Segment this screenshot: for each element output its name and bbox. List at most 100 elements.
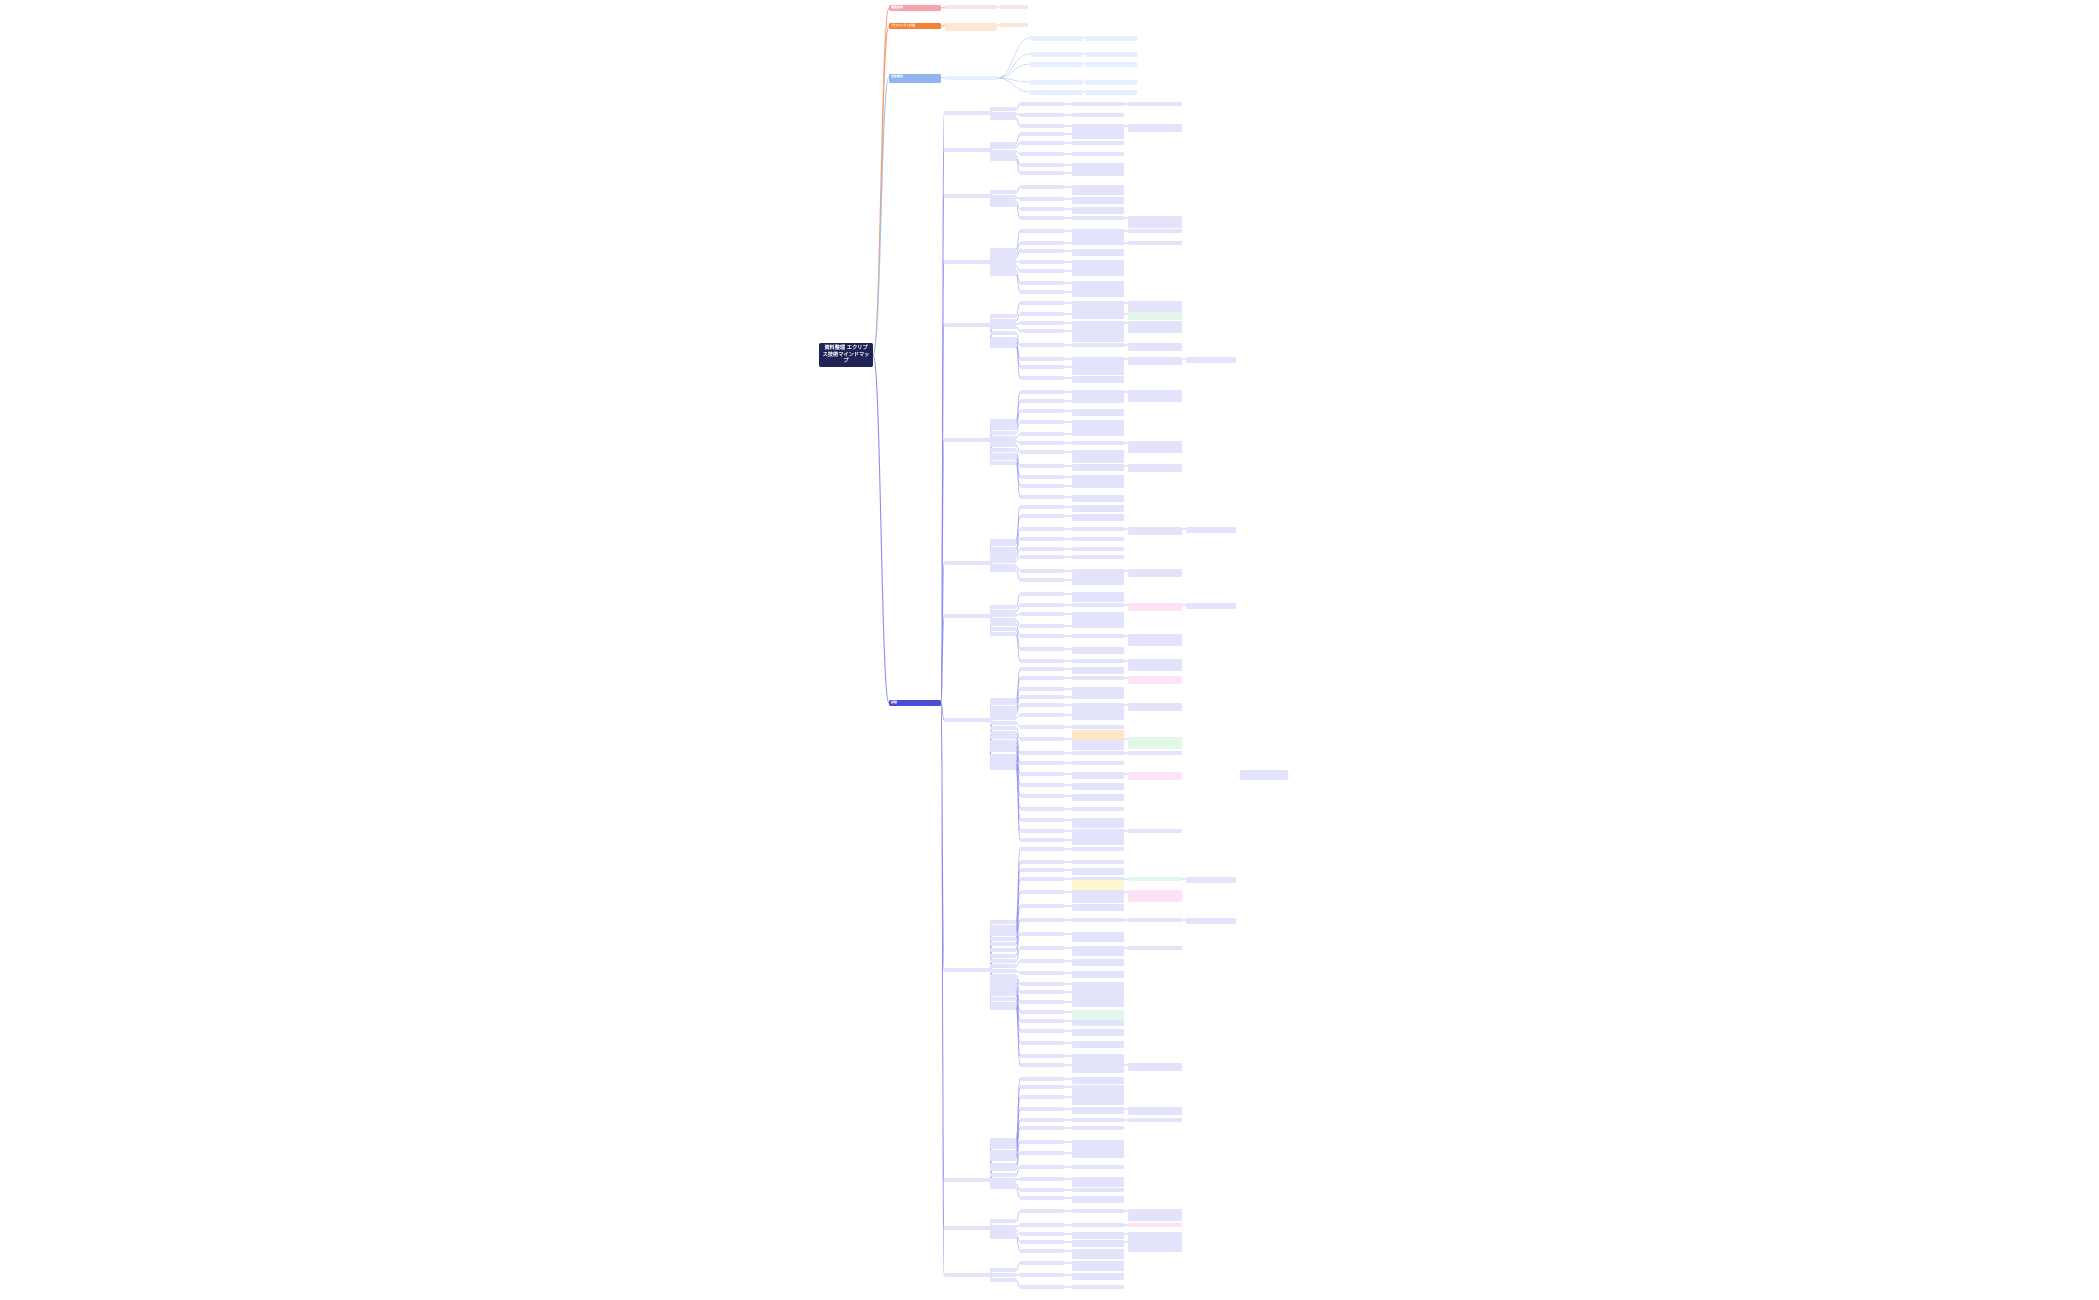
branch-node[interactable] xyxy=(990,448,1016,453)
branch-node[interactable] xyxy=(990,613,1016,618)
branch-node[interactable] xyxy=(1072,537,1124,541)
branch-node[interactable] xyxy=(1072,868,1124,875)
branch-node[interactable] xyxy=(1085,80,1137,85)
branch-node[interactable] xyxy=(1128,1118,1182,1122)
branch-node[interactable] xyxy=(990,456,1016,461)
branch-node[interactable] xyxy=(1072,932,1124,942)
branch-node[interactable] xyxy=(1020,1000,1064,1004)
branch-node[interactable] xyxy=(1072,647,1124,654)
branch-node[interactable] xyxy=(1072,737,1124,750)
branch-node[interactable] xyxy=(1020,1140,1064,1144)
branch-node[interactable] xyxy=(1072,260,1124,270)
branch-node[interactable] xyxy=(1020,918,1064,922)
branch-node[interactable] xyxy=(944,438,992,442)
branch-node[interactable] xyxy=(990,190,1016,195)
branch-node[interactable] xyxy=(1072,959,1124,966)
branch-node[interactable] xyxy=(1072,113,1124,117)
branch-node[interactable] xyxy=(1020,783,1064,787)
branch-node[interactable] xyxy=(1128,659,1182,671)
branch-node[interactable] xyxy=(1072,751,1124,755)
branch-node[interactable] xyxy=(990,1162,1016,1167)
branch-node[interactable] xyxy=(1072,132,1124,139)
branch-node[interactable] xyxy=(990,731,1016,736)
branch-node[interactable] xyxy=(1072,1000,1124,1007)
branch-node[interactable] xyxy=(1020,1126,1064,1130)
branch-node[interactable] xyxy=(1072,687,1124,697)
branch-node[interactable] xyxy=(1072,1177,1124,1187)
branch-node[interactable] xyxy=(1072,794,1124,801)
branch-node[interactable] xyxy=(1072,464,1124,471)
branch-node[interactable] xyxy=(1186,603,1236,609)
branch-node[interactable] xyxy=(1072,1232,1124,1239)
branch-node[interactable] xyxy=(1128,1209,1182,1221)
branch-node[interactable] xyxy=(1128,312,1182,320)
branch-node[interactable] xyxy=(1020,1249,1064,1253)
branch-node[interactable] xyxy=(1128,527,1182,535)
branch-node[interactable] xyxy=(990,452,1016,457)
category-0[interactable]: 概要説明 xyxy=(889,5,941,11)
branch-node[interactable] xyxy=(990,1273,1016,1277)
branch-node[interactable] xyxy=(990,107,1016,112)
branch-node[interactable] xyxy=(990,336,1016,341)
branch-node[interactable] xyxy=(1020,1010,1064,1014)
branch-node[interactable] xyxy=(1020,207,1064,211)
branch-node[interactable] xyxy=(990,1219,1016,1224)
branch-node[interactable] xyxy=(990,1231,1016,1236)
branch-node[interactable] xyxy=(990,618,1016,622)
branch-node[interactable] xyxy=(1020,132,1064,136)
branch-node[interactable] xyxy=(990,720,1016,725)
branch-node[interactable] xyxy=(1072,1151,1124,1158)
branch-node[interactable] xyxy=(1020,1232,1064,1236)
branch-node[interactable] xyxy=(1072,730,1124,740)
branch-node[interactable] xyxy=(1072,1273,1124,1280)
branch-node[interactable] xyxy=(990,1177,1016,1182)
branch-node[interactable] xyxy=(1020,329,1064,333)
branch-node[interactable] xyxy=(1128,216,1182,228)
branch-node[interactable] xyxy=(1020,1054,1064,1058)
branch-node[interactable] xyxy=(1020,185,1064,189)
branch-node[interactable] xyxy=(1020,868,1064,872)
branch-node[interactable] xyxy=(1072,1063,1124,1073)
branch-node[interactable] xyxy=(1128,102,1182,106)
branch-node[interactable] xyxy=(990,247,1016,252)
branch-node[interactable] xyxy=(1020,376,1064,380)
branch-node[interactable] xyxy=(1020,365,1064,369)
branch-node[interactable] xyxy=(1020,624,1064,628)
branch-node[interactable] xyxy=(990,959,1016,964)
branch-node[interactable] xyxy=(1128,229,1182,233)
branch-node[interactable] xyxy=(1128,918,1182,922)
branch-node[interactable] xyxy=(990,988,1016,993)
branch-node[interactable] xyxy=(1020,102,1064,106)
branch-node[interactable] xyxy=(944,260,992,264)
branch-node[interactable] xyxy=(990,322,1016,327)
branch-node[interactable] xyxy=(1020,982,1064,986)
branch-node[interactable] xyxy=(990,1228,1016,1233)
branch-node[interactable] xyxy=(1020,229,1064,233)
branch-node[interactable] xyxy=(1020,904,1064,908)
branch-node[interactable] xyxy=(1072,399,1124,403)
branch-node[interactable] xyxy=(1072,1126,1124,1130)
branch-node[interactable] xyxy=(1020,667,1064,671)
branch-node[interactable] xyxy=(1072,269,1124,276)
branch-node[interactable] xyxy=(990,609,1016,614)
branch-node[interactable] xyxy=(1020,555,1064,559)
branch-node[interactable] xyxy=(990,1149,1016,1154)
branch-node[interactable] xyxy=(1128,357,1182,365)
branch-node[interactable] xyxy=(1072,1249,1124,1259)
category-2[interactable]: 全体構成 xyxy=(889,74,941,83)
branch-node[interactable] xyxy=(990,422,1016,427)
branch-node[interactable] xyxy=(1020,890,1064,894)
branch-node[interactable] xyxy=(1085,36,1137,41)
branch-node[interactable] xyxy=(1128,241,1182,245)
branch-node[interactable] xyxy=(990,318,1016,323)
branch-node[interactable] xyxy=(1020,772,1064,776)
branch-node[interactable] xyxy=(990,314,1016,319)
branch-node[interactable] xyxy=(1072,312,1124,319)
branch-node[interactable] xyxy=(990,725,1016,730)
branch-node[interactable] xyxy=(1020,703,1064,707)
branch-node[interactable] xyxy=(1020,113,1064,117)
branch-node[interactable] xyxy=(1072,818,1124,828)
branch-node[interactable] xyxy=(990,708,1016,713)
branch-node[interactable] xyxy=(945,27,997,31)
branch-node[interactable] xyxy=(1128,301,1182,313)
